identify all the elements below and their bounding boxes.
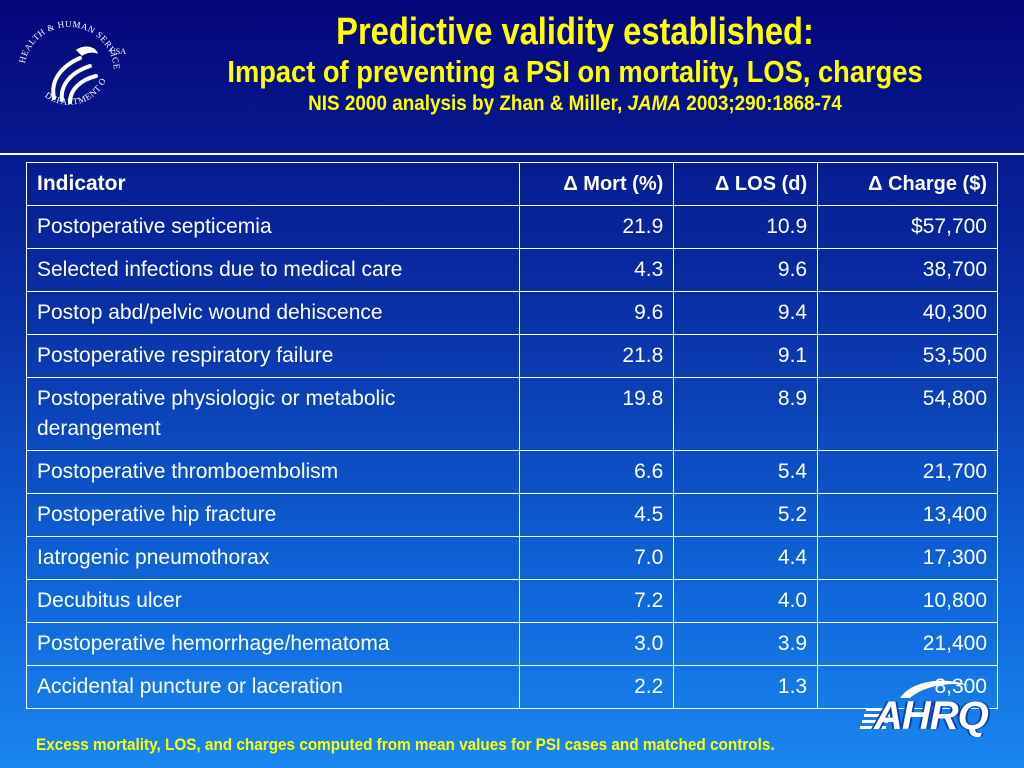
- table-row: Postop abd/pelvic wound dehiscence 9.6 9…: [25, 291, 998, 335]
- title-block: Predictive validity established: Impact …: [140, 10, 1010, 118]
- table-row: Decubitus ulcer 7.2 4.0 10,800: [25, 579, 998, 623]
- table-row: Postoperative respiratory failure 21.8 9…: [25, 334, 998, 378]
- citation-prefix: NIS 2000 analysis by Zhan & Miller,: [308, 92, 628, 115]
- indicator-cell: Postoperative septicemia: [25, 205, 521, 249]
- mortality-cell: 21.8: [519, 334, 675, 378]
- table-row: Postoperative septicemia 21.9 10.9 $57,7…: [25, 205, 998, 249]
- header-charge: Δ Charge ($): [817, 162, 998, 206]
- seal-text-right: USA: [110, 47, 126, 56]
- slide-title: Predictive validity established:: [336, 11, 814, 53]
- mortality-cell: 3.0: [519, 622, 675, 666]
- mortality-cell: 2.2: [519, 665, 675, 709]
- citation-journal: JAMA: [627, 92, 682, 115]
- charge-cell: 21,400: [817, 622, 998, 666]
- indicator-cell: Postoperative respiratory failure: [25, 334, 521, 378]
- table-header-row: Indicator Δ Mort (%) Δ LOS (d) Δ Charge …: [25, 162, 998, 206]
- slide-subtitle: Impact of preventing a PSI on mortality,…: [227, 54, 923, 89]
- table-row: Selected infections due to medical care …: [25, 248, 998, 292]
- citation-suffix: 2003;290:1868-74: [681, 92, 842, 115]
- table-row: Accidental puncture or laceration 2.2 1.…: [25, 665, 998, 709]
- charge-cell: 10,800: [817, 579, 998, 623]
- table-row: Postoperative hip fracture 4.5 5.2 13,40…: [25, 493, 998, 537]
- charge-cell: 8,300: [817, 665, 998, 709]
- indicator-cell: Postoperative physiologic or metabolic d…: [25, 377, 521, 451]
- charge-cell: 13,400: [817, 493, 998, 537]
- los-cell: 5.4: [673, 450, 819, 494]
- charge-cell: 17,300: [817, 536, 998, 580]
- title-divider: [0, 153, 1024, 155]
- indicator-cell: Postoperative hemorrhage/hematoma: [25, 622, 521, 666]
- indicator-cell: Selected infections due to medical care: [25, 248, 521, 292]
- mortality-cell: 19.8: [519, 377, 675, 451]
- charge-cell: 54,800: [817, 377, 998, 451]
- indicator-cell: Decubitus ulcer: [25, 579, 521, 623]
- header-los: Δ LOS (d): [673, 162, 819, 206]
- mortality-cell: 7.0: [519, 536, 675, 580]
- table-row: Postoperative thromboembolism 6.6 5.4 21…: [25, 450, 998, 494]
- indicator-cell: Postoperative hip fracture: [25, 493, 521, 537]
- svg-text:HEALTH & HUMAN SERVICES: HEALTH & HUMAN SERVICES: [10, 10, 122, 70]
- ahrq-logo-text: AHRQ: [874, 694, 989, 738]
- los-cell: 5.2: [673, 493, 819, 537]
- indicator-cell: Iatrogenic pneumothorax: [25, 536, 521, 580]
- charge-cell: 40,300: [817, 291, 998, 335]
- charge-cell: 38,700: [817, 248, 998, 292]
- mortality-cell: 6.6: [519, 450, 675, 494]
- los-cell: 9.1: [673, 334, 819, 378]
- indicator-cell: Postoperative thromboembolism: [25, 450, 521, 494]
- indicator-cell: Accidental puncture or laceration: [25, 665, 521, 709]
- header-indicator: Indicator: [25, 162, 521, 206]
- los-cell: 10.9: [673, 205, 819, 249]
- los-cell: 4.0: [673, 579, 819, 623]
- los-cell: 1.3: [673, 665, 819, 709]
- los-cell: 8.9: [673, 377, 819, 451]
- mortality-cell: 9.6: [519, 291, 675, 335]
- indicator-cell: Postop abd/pelvic wound dehiscence: [25, 291, 521, 335]
- table-row: Postoperative physiologic or metabolic d…: [25, 377, 998, 451]
- charge-cell: $57,700: [817, 205, 998, 249]
- table-row: Iatrogenic pneumothorax 7.0 4.4 17,300: [25, 536, 998, 580]
- mortality-cell: 21.9: [519, 205, 675, 249]
- ahrq-logo-icon: AHRQ: [860, 668, 1000, 746]
- header-mortality: Δ Mort (%): [519, 162, 675, 206]
- los-cell: 3.9: [673, 622, 819, 666]
- hhs-seal-icon: HEALTH & HUMAN SERVICES DEPARTMENT OF US…: [7, 2, 128, 128]
- mortality-cell: 4.5: [519, 493, 675, 537]
- table-row: Postoperative hemorrhage/hematoma 3.0 3.…: [25, 622, 998, 666]
- los-cell: 9.6: [673, 248, 819, 292]
- mortality-cell: 4.3: [519, 248, 675, 292]
- citation-line: NIS 2000 analysis by Zhan & Miller, JAMA…: [184, 90, 967, 118]
- los-cell: 4.4: [673, 536, 819, 580]
- psi-impact-table: Indicator Δ Mort (%) Δ LOS (d) Δ Charge …: [25, 162, 998, 709]
- charge-cell: 53,500: [817, 334, 998, 378]
- seal-text-top: HEALTH & HUMAN SERVICES: [7, 2, 121, 70]
- los-cell: 9.4: [673, 291, 819, 335]
- footer-note: Excess mortality, LOS, and charges compu…: [36, 735, 775, 754]
- mortality-cell: 7.2: [519, 579, 675, 623]
- charge-cell: 21,700: [817, 450, 998, 494]
